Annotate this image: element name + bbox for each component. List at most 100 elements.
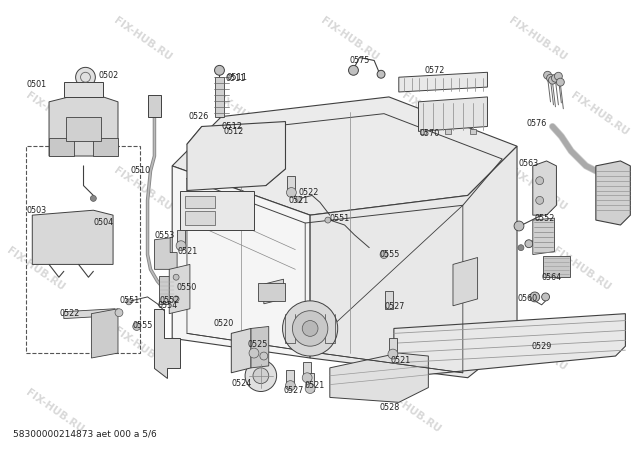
Text: 0576: 0576 (527, 119, 547, 128)
Circle shape (214, 65, 225, 75)
Text: FIX-HUB.RU: FIX-HUB.RU (506, 166, 568, 213)
Circle shape (286, 381, 295, 391)
Circle shape (349, 65, 359, 75)
Bar (246, 338, 260, 348)
Text: FIX-HUB.RU: FIX-HUB.RU (506, 15, 568, 63)
Text: 0555: 0555 (379, 250, 399, 259)
Bar (385, 291, 393, 309)
Text: 0552: 0552 (160, 297, 180, 306)
Polygon shape (169, 265, 190, 314)
Text: FIX-HUB.RU: FIX-HUB.RU (381, 246, 443, 293)
Circle shape (286, 188, 296, 198)
Circle shape (548, 76, 556, 84)
Circle shape (245, 360, 277, 392)
Polygon shape (187, 122, 286, 190)
Bar (66, 117, 101, 141)
Text: 0528: 0528 (379, 403, 399, 412)
Circle shape (388, 349, 398, 359)
Text: 0510: 0510 (131, 166, 151, 176)
Polygon shape (49, 92, 118, 156)
Text: 0564: 0564 (542, 273, 562, 282)
Bar (185, 211, 214, 225)
Circle shape (546, 74, 555, 82)
Text: 0551: 0551 (120, 297, 140, 306)
Text: 0512: 0512 (221, 122, 242, 131)
Circle shape (76, 68, 95, 87)
Bar (170, 277, 188, 291)
Text: 0503: 0503 (26, 206, 46, 215)
Circle shape (249, 348, 259, 358)
Text: FIX-HUB.RU: FIX-HUB.RU (400, 90, 462, 138)
Circle shape (176, 241, 186, 251)
Text: 0526: 0526 (189, 112, 209, 121)
Text: 0572: 0572 (424, 66, 445, 75)
Polygon shape (394, 314, 625, 378)
Bar (389, 338, 397, 356)
Text: FIX-HUB.RU: FIX-HUB.RU (506, 325, 568, 373)
Polygon shape (453, 257, 478, 306)
Text: FIX-HUB.RU: FIX-HUB.RU (112, 325, 174, 373)
Text: 0504: 0504 (93, 217, 113, 226)
Polygon shape (533, 218, 555, 255)
Circle shape (377, 70, 385, 78)
Bar (93, 138, 118, 156)
Polygon shape (32, 210, 113, 265)
Text: FIX-HUB.RU: FIX-HUB.RU (569, 90, 631, 138)
Bar (180, 190, 254, 230)
Text: 0521: 0521 (304, 381, 324, 390)
Polygon shape (596, 161, 630, 225)
Text: 0520: 0520 (214, 319, 234, 328)
Bar (303, 362, 311, 380)
Bar (177, 230, 185, 248)
Bar (420, 130, 426, 135)
Circle shape (90, 195, 96, 201)
Bar (26, 146, 140, 353)
Text: 0512: 0512 (223, 127, 244, 136)
Bar (214, 77, 225, 117)
Circle shape (518, 245, 524, 251)
Circle shape (536, 197, 544, 204)
Circle shape (253, 368, 269, 383)
Text: FIX-HUB.RU: FIX-HUB.RU (381, 387, 443, 435)
Text: 0511: 0511 (225, 74, 245, 83)
Polygon shape (187, 126, 286, 185)
Text: 0553: 0553 (155, 231, 175, 240)
Text: 0525: 0525 (247, 340, 267, 349)
Polygon shape (251, 327, 269, 368)
Bar (148, 95, 162, 117)
Circle shape (514, 221, 524, 231)
Circle shape (542, 293, 550, 301)
Polygon shape (64, 309, 115, 319)
Circle shape (293, 310, 328, 346)
Circle shape (260, 352, 268, 360)
Bar (286, 370, 294, 387)
Text: 0550: 0550 (176, 283, 197, 292)
Text: FIX-HUB.RU: FIX-HUB.RU (24, 90, 86, 138)
Bar (258, 283, 286, 301)
Bar (445, 130, 451, 135)
Polygon shape (310, 146, 517, 378)
Text: 0570: 0570 (420, 129, 439, 138)
Circle shape (302, 320, 318, 336)
Polygon shape (92, 309, 118, 358)
Circle shape (555, 72, 562, 80)
Text: 0575: 0575 (350, 56, 370, 65)
Text: FIX-HUB.RU: FIX-HUB.RU (5, 246, 67, 293)
Circle shape (133, 323, 141, 330)
Circle shape (525, 240, 533, 248)
Polygon shape (172, 166, 310, 358)
Text: FIX-HUB.RU: FIX-HUB.RU (319, 15, 380, 63)
Text: 0560: 0560 (517, 294, 537, 303)
Circle shape (536, 177, 544, 184)
Text: 0563: 0563 (518, 159, 538, 168)
Polygon shape (533, 161, 556, 215)
Text: FIX-HUB.RU: FIX-HUB.RU (193, 246, 255, 293)
Circle shape (115, 309, 123, 317)
Polygon shape (64, 82, 103, 97)
Bar (49, 138, 74, 156)
Text: FIX-HUB.RU: FIX-HUB.RU (319, 166, 380, 213)
Circle shape (173, 296, 179, 302)
Circle shape (295, 197, 301, 202)
Text: 0527: 0527 (284, 386, 304, 395)
Bar (306, 373, 314, 391)
